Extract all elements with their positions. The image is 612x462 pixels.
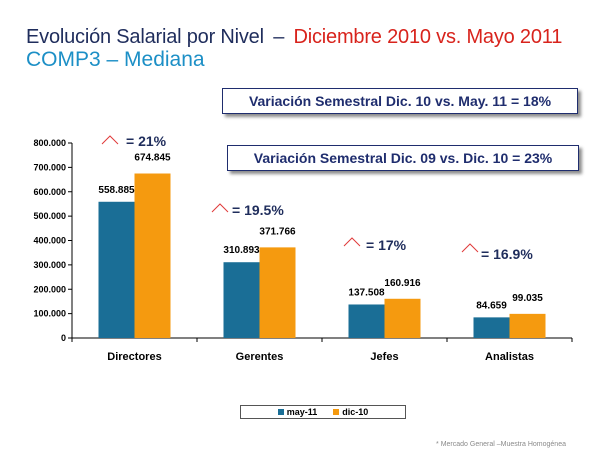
bar-dic10-jefes	[384, 298, 421, 338]
bar-may11-analistas	[473, 317, 510, 338]
delta-triangle-icon	[343, 237, 361, 247]
x-tick-label: Analistas	[485, 351, 534, 363]
delta-triangle-icon	[101, 135, 119, 145]
legend-swatch-may11	[277, 409, 284, 415]
title-dash: –	[273, 26, 285, 48]
legend-item-dic10: dic-10	[333, 407, 368, 417]
bar-dic10-gerentes	[259, 247, 296, 338]
variation-annotation: = 17%	[366, 237, 407, 253]
bar-dic10-directores	[134, 173, 171, 338]
data-label: 137.508	[348, 287, 385, 298]
legend-label-dic10: dic-10	[342, 407, 369, 417]
page-subtitle: COMP3 – Mediana	[26, 48, 205, 71]
y-tick-label: 700.000	[33, 162, 66, 172]
delta-triangle-icon	[461, 243, 479, 253]
variation-annotation: = 16.9%	[481, 246, 533, 262]
y-tick-label: 0	[61, 333, 66, 343]
y-tick-label: 800.000	[33, 138, 66, 148]
legend-swatch-dic10	[333, 409, 340, 415]
y-tick-label: 300.000	[33, 260, 66, 270]
y-tick-label: 600.000	[33, 187, 66, 197]
data-label: 674.845	[134, 153, 171, 164]
delta-triangle-icon	[211, 203, 229, 213]
data-label: 371.766	[259, 226, 296, 237]
variation-box-semester-1: Variación Semestral Dic. 10 vs. May. 11 …	[222, 88, 578, 114]
data-label: 99.035	[512, 293, 543, 304]
data-label: 310.893	[223, 245, 260, 256]
variation-annotation: = 19.5%	[232, 202, 284, 218]
legend-item-may11: may-11	[277, 407, 318, 417]
y-tick-label: 100.000	[33, 309, 66, 319]
bar-dic10-analistas	[509, 313, 546, 338]
legend-label-may11: may-11	[286, 407, 318, 417]
page-title: Evolución Salarial por Nivel – Diciembre…	[26, 26, 562, 49]
bar-may11-jefes	[348, 304, 385, 338]
chart-legend: may-11 dic-10	[240, 405, 406, 419]
y-tick-label: 400.000	[33, 236, 66, 246]
y-tick-label: 500.000	[33, 211, 66, 221]
footnote: * Mercado General –Muestra Homogénea	[436, 441, 566, 448]
data-label: 160.916	[384, 278, 421, 289]
x-tick-label: Jefes	[370, 351, 398, 363]
data-label: 84.659	[476, 300, 507, 311]
y-tick-label: 200.000	[33, 284, 66, 294]
x-tick-label: Gerentes	[236, 351, 284, 363]
variation-box-semester-2: Variación Semestral Dic. 09 vs. Dic. 10 …	[227, 145, 579, 171]
title-period: Diciembre 2010 vs. Mayo 2011	[293, 26, 563, 48]
bar-may11-directores	[98, 201, 135, 338]
data-label: 558.885	[98, 185, 135, 196]
variation-annotation: = 21%	[126, 133, 167, 149]
bar-may11-gerentes	[223, 262, 260, 338]
x-tick-label: Directores	[107, 351, 161, 363]
title-main: Evolución Salarial por Nivel	[26, 26, 264, 48]
